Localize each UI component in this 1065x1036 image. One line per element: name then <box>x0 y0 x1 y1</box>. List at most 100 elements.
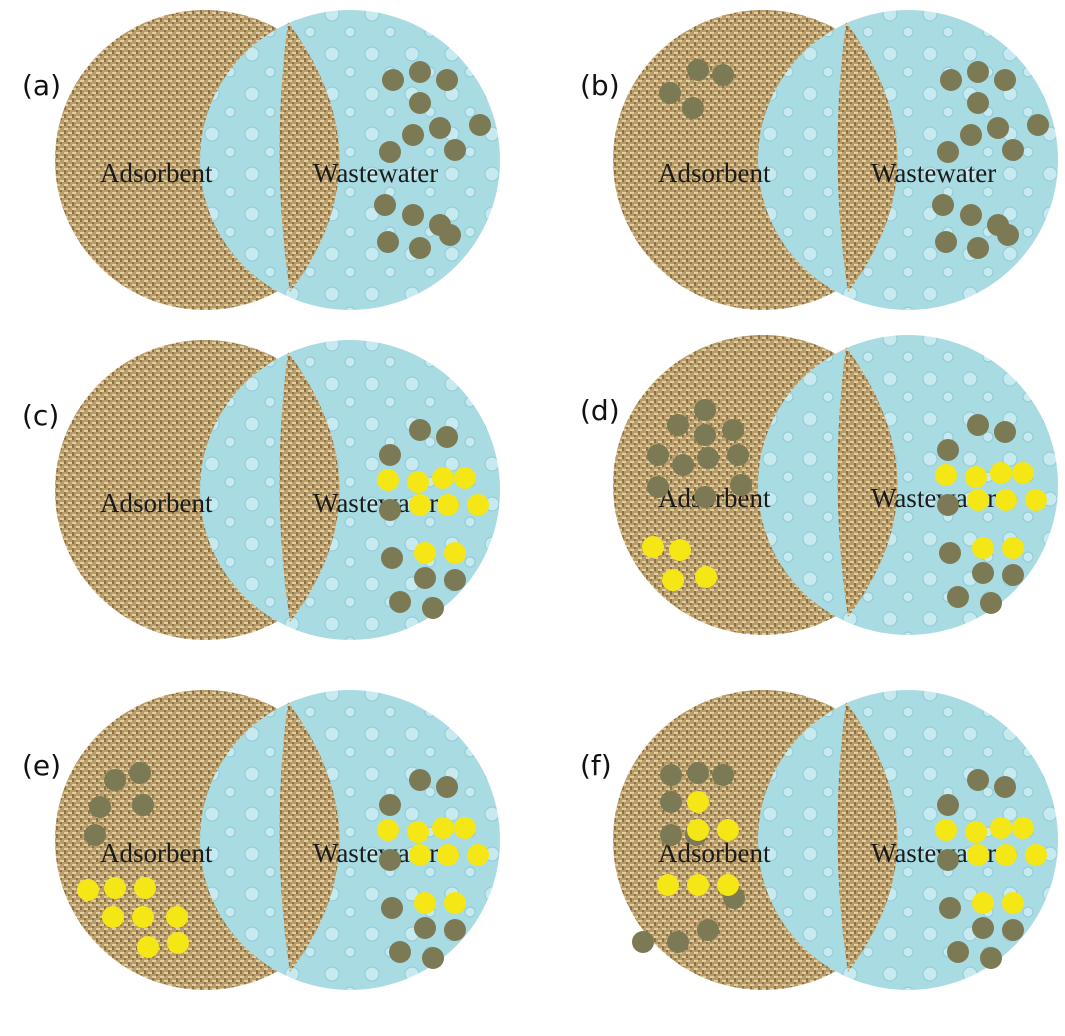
water-pollutant-b <box>990 462 1012 484</box>
water-pollutant-a <box>932 194 954 216</box>
adsorbed-pollutant-a <box>694 399 716 421</box>
water-pollutant-a <box>960 204 982 226</box>
water-pollutant-b <box>454 817 476 839</box>
water-pollutant-b <box>1025 489 1047 511</box>
water-pollutant-a <box>409 237 431 259</box>
water-pollutant-b <box>467 494 489 516</box>
water-pollutant-b <box>467 844 489 866</box>
water-pollutant-a <box>937 494 959 516</box>
water-pollutant-a <box>967 237 989 259</box>
water-pollutant-a <box>379 499 401 521</box>
water-pollutant-a <box>436 776 458 798</box>
water-pollutant-a <box>444 919 466 941</box>
panel-label: (e) <box>22 749 61 782</box>
adsorbed-pollutant-a <box>647 476 669 498</box>
water-pollutant-a <box>980 947 1002 969</box>
adsorbed-pollutant-a <box>672 454 694 476</box>
adsorbed-pollutant-b <box>642 536 664 558</box>
adsorbed-pollutant-b <box>134 877 156 899</box>
water-pollutant-a <box>422 947 444 969</box>
water-pollutant-b <box>1012 462 1034 484</box>
water-pollutant-a <box>1002 919 1024 941</box>
panel-label: (a) <box>22 69 61 102</box>
water-pollutant-b <box>995 489 1017 511</box>
adsorbed-pollutant-a <box>694 486 716 508</box>
water-pollutant-a <box>409 61 431 83</box>
adsorbed-pollutant-b <box>77 879 99 901</box>
water-pollutant-a <box>1027 114 1049 136</box>
water-pollutant-a <box>937 849 959 871</box>
adsorbed-pollutant-b <box>104 877 126 899</box>
water-pollutant-a <box>414 917 436 939</box>
water-pollutant-b <box>414 542 436 564</box>
adsorbed-pollutant-a <box>722 419 744 441</box>
water-pollutant-a <box>994 776 1016 798</box>
water-pollutant-a <box>379 849 401 871</box>
water-pollutant-a <box>1002 564 1024 586</box>
adsorbed-pollutant-a <box>712 64 734 86</box>
adsorbed-pollutant-a <box>129 762 151 784</box>
adsorbed-pollutant-a <box>104 769 126 791</box>
panel: (e)AdsorbentWastewater <box>22 690 500 990</box>
adsorbent-label: Adsorbent <box>100 838 213 868</box>
adsorbed-pollutant-a <box>647 444 669 466</box>
adsorbed-pollutant-b <box>167 932 189 954</box>
water-pollutant-b <box>414 892 436 914</box>
water-pollutant-a <box>967 769 989 791</box>
water-pollutant-b <box>432 817 454 839</box>
water-pollutant-a <box>374 194 396 216</box>
water-pollutant-a <box>381 547 403 569</box>
adsorbed-pollutant-a <box>682 97 704 119</box>
water-pollutant-b <box>995 844 1017 866</box>
water-pollutant-b <box>432 467 454 489</box>
panel: (a) Adsorbent Wastewater <box>22 10 500 310</box>
water-pollutant-a <box>994 69 1016 91</box>
water-pollutant-a <box>947 941 969 963</box>
water-pollutant-a <box>389 591 411 613</box>
water-pollutant-a <box>414 567 436 589</box>
water-pollutant-a <box>409 419 431 441</box>
water-pollutant-a <box>402 204 424 226</box>
water-pollutant-b <box>437 844 459 866</box>
water-pollutant-b <box>1002 892 1024 914</box>
water-pollutant-a <box>939 542 961 564</box>
water-pollutant-a <box>439 224 461 246</box>
panel-label: (d) <box>580 394 620 427</box>
adsorbed-pollutant-b <box>687 819 709 841</box>
diagram: (a) Adsorbent Wastewater (b) Adsorbent Wastew… <box>0 0 1065 1036</box>
water-pollutant-b <box>967 844 989 866</box>
water-pollutant-b <box>990 817 1012 839</box>
water-pollutant-a <box>972 562 994 584</box>
panel-label: (b) <box>580 69 620 102</box>
panel: (d)AdsorbentWastewater <box>580 335 1058 635</box>
water-pollutant-b <box>377 819 399 841</box>
adsorbed-pollutant-b <box>137 936 159 958</box>
adsorbent-label: Adsorbent <box>100 158 213 188</box>
wastewater-label: Wastewater <box>871 158 996 188</box>
water-pollutant-a <box>972 917 994 939</box>
water-pollutant-b <box>967 489 989 511</box>
adsorbed-pollutant-a <box>660 764 682 786</box>
water-pollutant-a <box>1002 139 1024 161</box>
water-pollutant-a <box>381 897 403 919</box>
adsorbed-pollutant-a <box>667 931 689 953</box>
water-pollutant-a <box>379 141 401 163</box>
water-pollutant-a <box>444 139 466 161</box>
water-pollutant-a <box>422 597 444 619</box>
water-pollutant-a <box>436 426 458 448</box>
adsorbent-label: Adsorbent <box>658 158 771 188</box>
water-pollutant-a <box>937 794 959 816</box>
wastewater-label: Wastewater <box>313 158 438 188</box>
water-pollutant-b <box>972 537 994 559</box>
water-pollutant-b <box>409 844 431 866</box>
water-pollutant-a <box>402 124 424 146</box>
water-pollutant-b <box>409 494 431 516</box>
adsorbed-pollutant-a <box>697 919 719 941</box>
water-pollutant-b <box>454 467 476 489</box>
adsorbed-pollutant-b <box>132 906 154 928</box>
water-pollutant-b <box>1025 844 1047 866</box>
water-pollutant-b <box>972 892 994 914</box>
water-pollutant-a <box>967 92 989 114</box>
